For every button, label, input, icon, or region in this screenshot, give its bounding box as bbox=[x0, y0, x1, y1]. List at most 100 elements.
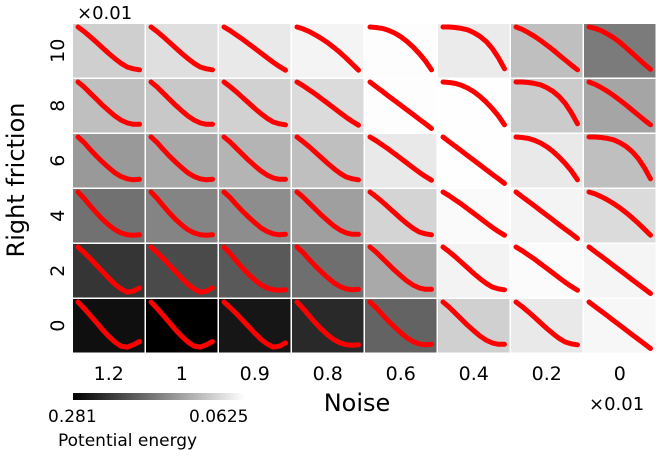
x-tick-labels: 1.2 1 0.9 0.8 0.6 0.4 0.2 0 bbox=[94, 363, 626, 385]
heatmap-cell bbox=[292, 189, 364, 243]
cell-inset-curve bbox=[440, 134, 507, 186]
cell-inset-curve bbox=[367, 24, 434, 73]
cell-inset-curve bbox=[513, 189, 580, 241]
cell-inset-curve bbox=[586, 24, 653, 72]
cell-inset-curve bbox=[367, 134, 434, 183]
heatmap-cell bbox=[584, 189, 656, 243]
heatmap-cell bbox=[438, 189, 510, 243]
heatmap-cell bbox=[438, 299, 510, 353]
cell-inset-curve bbox=[148, 244, 215, 295]
cell-inset-curve bbox=[221, 134, 288, 182]
cell-inset-curve bbox=[75, 244, 142, 295]
cell-inset-curve bbox=[513, 134, 580, 183]
heatmap-cell bbox=[219, 24, 291, 78]
cell-background bbox=[438, 79, 510, 133]
heatmap-cell bbox=[292, 79, 364, 133]
y-scale-label: ×0.01 bbox=[77, 3, 132, 24]
cell-inset-curve bbox=[586, 299, 653, 351]
cell-inset-curve bbox=[75, 24, 142, 73]
heatmap-cell bbox=[146, 79, 218, 133]
heatmap-cell bbox=[511, 299, 583, 353]
cell-inset-curve bbox=[440, 24, 507, 72]
x-tick-label: 1 bbox=[176, 363, 188, 385]
x-tick-label: 1.2 bbox=[94, 363, 124, 385]
x-tick-label: 0.2 bbox=[532, 363, 562, 385]
y-axis-label: Right friction bbox=[2, 103, 30, 258]
cell-inset-curve bbox=[586, 79, 653, 128]
heatmap-cell bbox=[438, 134, 510, 188]
y-tick-label: 0 bbox=[47, 320, 69, 332]
cell-inset-curve bbox=[513, 79, 580, 127]
heatmap-cell bbox=[365, 79, 437, 133]
cell-background bbox=[511, 24, 583, 78]
cell-inset-curve bbox=[367, 79, 434, 131]
heatmap-cell bbox=[73, 134, 145, 188]
heatmap-cell bbox=[219, 79, 291, 133]
x-tick-label: 0 bbox=[614, 363, 626, 385]
cell-background bbox=[584, 189, 656, 243]
cell-inset-curve bbox=[75, 79, 142, 127]
heatmap-cell bbox=[511, 24, 583, 78]
x-tick-label: 0.9 bbox=[240, 363, 270, 385]
cell-inset-curve bbox=[221, 244, 288, 293]
heatmap-cell bbox=[219, 189, 291, 243]
heatmap-cells bbox=[73, 24, 656, 353]
cell-inset-curve bbox=[586, 244, 653, 296]
cell-background bbox=[292, 24, 364, 78]
cell-inset-curve bbox=[440, 189, 507, 238]
cell-background bbox=[584, 24, 656, 78]
cell-background bbox=[365, 24, 437, 78]
heatmap-cell bbox=[219, 299, 291, 353]
x-tick-label: 0.6 bbox=[386, 363, 416, 385]
y-tick-label: 6 bbox=[47, 155, 69, 167]
cell-inset-curve bbox=[75, 189, 142, 238]
x-tick-label: 0.4 bbox=[459, 363, 489, 385]
colorbar-max-label: 0.0625 bbox=[189, 407, 248, 427]
cell-inset-curve bbox=[148, 189, 215, 238]
heatmap-cell bbox=[438, 79, 510, 133]
colorbar-min-label: 0.281 bbox=[48, 407, 97, 427]
heatmap-cell bbox=[365, 189, 437, 243]
cell-inset-curve bbox=[148, 79, 215, 127]
cell-inset-curve bbox=[440, 299, 507, 347]
heatmap-cell bbox=[511, 134, 583, 188]
cell-inset-curve bbox=[294, 299, 361, 348]
heatmap-cell bbox=[292, 299, 364, 353]
cell-inset-curve bbox=[221, 24, 288, 73]
heatmap-cell bbox=[365, 134, 437, 188]
heatmap-cell bbox=[292, 244, 364, 298]
cell-inset-curve bbox=[440, 244, 507, 293]
heatmap-cell bbox=[365, 24, 437, 78]
heatmap-cell bbox=[73, 189, 145, 243]
heatmap-cell bbox=[584, 244, 656, 298]
heatmap-cell bbox=[438, 244, 510, 298]
heatmap-cell bbox=[511, 244, 583, 298]
heatmap-cell bbox=[438, 24, 510, 78]
heatmap-cell bbox=[292, 24, 364, 78]
y-tick-label: 4 bbox=[47, 210, 69, 222]
heatmap-cell bbox=[73, 79, 145, 133]
heatmap-cell bbox=[584, 79, 656, 133]
cell-inset-curve bbox=[586, 134, 653, 182]
heatmap-cell bbox=[511, 79, 583, 133]
cell-inset-curve bbox=[75, 299, 142, 350]
heatmap-cell bbox=[146, 134, 218, 188]
heatmap-cell bbox=[584, 24, 656, 78]
cell-inset-curve bbox=[148, 299, 215, 350]
cell-inset-curve bbox=[440, 79, 507, 128]
cell-inset-curve bbox=[75, 134, 142, 183]
heatmap-cell bbox=[365, 244, 437, 298]
cell-inset-curve bbox=[294, 24, 361, 73]
cell-background bbox=[584, 79, 656, 133]
cell-inset-curve bbox=[294, 134, 361, 183]
cell-inset-curve bbox=[513, 24, 580, 73]
cell-inset-curve bbox=[513, 244, 580, 293]
heatmap-cell bbox=[292, 134, 364, 188]
x-tick-label: 0.8 bbox=[313, 363, 343, 385]
heatmap-cell bbox=[73, 24, 145, 78]
y-tick-label: 10 bbox=[47, 39, 69, 63]
cell-background bbox=[511, 134, 583, 188]
cell-inset-curve bbox=[367, 244, 434, 292]
colorbar-label: Potential energy bbox=[58, 431, 197, 451]
